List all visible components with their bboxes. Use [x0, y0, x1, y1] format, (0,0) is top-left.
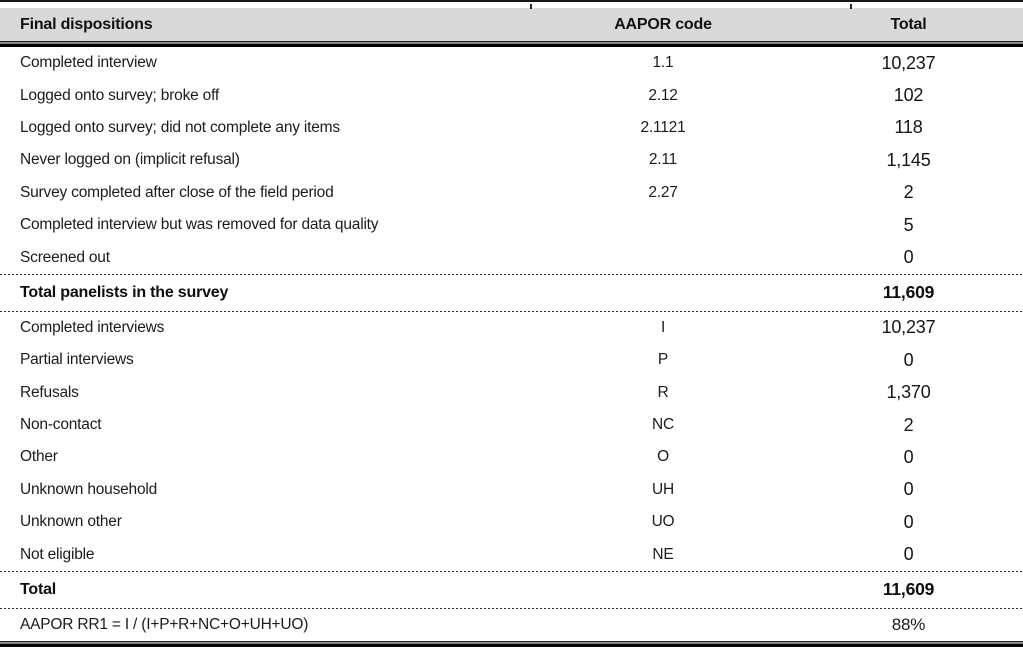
row-total: 0	[903, 349, 914, 370]
row-total: 118	[894, 117, 923, 138]
row-label: Completed interview but was removed for …	[20, 216, 379, 234]
row-total: 1,370	[886, 382, 931, 403]
row-total: 0	[903, 446, 914, 467]
table-row: Other O 0	[0, 441, 1023, 473]
row-label: Unknown household	[20, 480, 158, 498]
row-total: 2	[903, 182, 914, 203]
row-label: Screened out	[20, 248, 110, 266]
header-total: Total	[890, 15, 927, 33]
row-aapor-code: 2.1121	[640, 118, 686, 136]
table-row: Logged onto survey; did not complete any…	[0, 112, 1023, 144]
row-total: 0	[903, 544, 914, 565]
row-label: Total panelists in the survey	[20, 283, 229, 301]
table-bottom-rule	[0, 640, 1023, 647]
row-aapor-code: I	[660, 318, 666, 336]
row-aapor-code: UO	[651, 513, 675, 531]
row-label: Other	[20, 448, 58, 466]
row-total: 0	[903, 247, 914, 268]
row-total: 102	[893, 85, 924, 106]
row-aapor-code: UH	[652, 480, 674, 498]
table-row: Non-contact NC 2	[0, 409, 1023, 441]
row-label: AAPOR RR1 = I / (I+P+R+NC+O+UH+UO)	[20, 615, 309, 633]
row-aapor-code: 2.12	[648, 86, 678, 104]
response-rate-row: AAPOR RR1 = I / (I+P+R+NC+O+UH+UO) 88%	[0, 609, 1023, 641]
row-aapor-code: P	[657, 351, 669, 369]
row-total: 5	[903, 214, 914, 235]
dotted-divider	[0, 570, 1023, 572]
row-label: Non-contact	[20, 416, 102, 434]
row-label: Refusals	[20, 383, 79, 401]
table-row: Partial interviews P 0	[0, 344, 1023, 376]
row-aapor-code: 2.27	[648, 183, 678, 201]
row-total: 11,609	[882, 579, 935, 600]
table-row: Survey completed after close of the fiel…	[0, 177, 1023, 209]
row-total: 0	[903, 511, 914, 532]
table-header-row: Final dispositions AAPOR code Total	[0, 8, 1023, 41]
table-row: Completed interview 1.1 10,237	[0, 47, 1023, 79]
table-row: Not eligible NE 0	[0, 538, 1023, 570]
table-row: Completed interviews I 10,237	[0, 312, 1023, 344]
row-total: 88%	[891, 614, 926, 634]
table-row: Screened out 0	[0, 241, 1023, 273]
row-aapor-code: 2.11	[648, 151, 678, 169]
row-total: 11,609	[882, 282, 935, 303]
row-label: Completed interview	[20, 54, 157, 72]
dotted-divider	[0, 310, 1023, 312]
table-row: Never logged on (implicit refusal) 2.11 …	[0, 144, 1023, 176]
column-boundary-tick	[850, 4, 852, 9]
table-row: Unknown household UH 0	[0, 474, 1023, 506]
row-label: Total	[20, 580, 57, 598]
header-divider-rule	[0, 41, 1023, 47]
row-total: 0	[903, 479, 914, 500]
row-label: Logged onto survey; did not complete any…	[20, 118, 340, 136]
total-panelists-row: Total panelists in the survey 11,609	[0, 275, 1023, 311]
row-aapor-code: R	[657, 383, 669, 401]
row-label: Logged onto survey; broke off	[20, 86, 219, 104]
row-label: Partial interviews	[20, 351, 134, 369]
row-label: Unknown other	[20, 513, 122, 531]
row-total: 2	[903, 414, 914, 435]
row-aapor-code: NE	[652, 545, 674, 563]
table-row: Logged onto survey; broke off 2.12 102	[0, 79, 1023, 111]
row-aapor-code: 1.1	[652, 54, 674, 72]
row-label: Not eligible	[20, 545, 95, 563]
row-total: 1,145	[886, 149, 931, 170]
table-row: Completed interview but was removed for …	[0, 209, 1023, 241]
row-total: 10,237	[881, 317, 936, 338]
header-aapor-code: AAPOR code	[614, 15, 712, 33]
dotted-divider	[0, 607, 1023, 609]
row-aapor-code: NC	[652, 416, 674, 434]
row-label: Survey completed after close of the fiel…	[20, 183, 334, 201]
table-row: Refusals R 1,370	[0, 377, 1023, 409]
table-row: Unknown other UO 0	[0, 506, 1023, 538]
column-boundary-tick	[530, 4, 532, 9]
row-label: Never logged on (implicit refusal)	[20, 151, 240, 169]
row-label: Completed interviews	[20, 318, 165, 336]
row-total: 10,237	[881, 52, 936, 73]
row-aapor-code: O	[657, 448, 669, 466]
grand-total-row: Total 11,609	[0, 572, 1023, 608]
dotted-divider	[0, 273, 1023, 275]
header-final-dispositions: Final dispositions	[20, 15, 153, 33]
